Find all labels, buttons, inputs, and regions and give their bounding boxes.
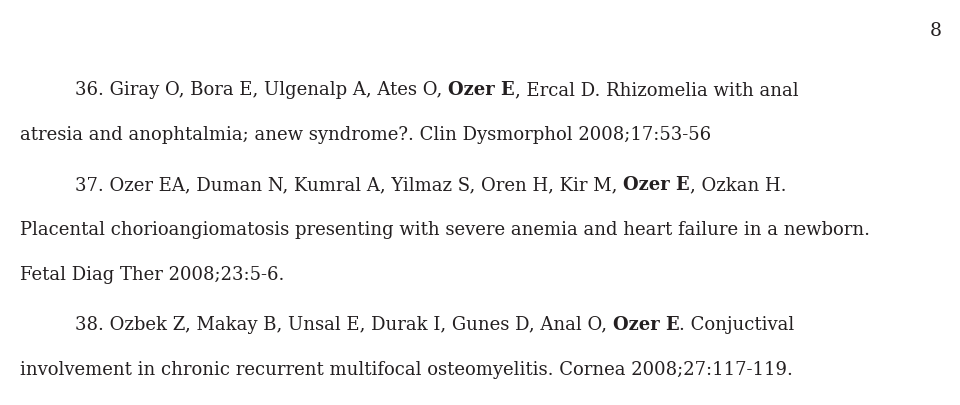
Text: 38. Ozbek Z, Makay B, Unsal E, Durak I, Gunes D, Anal O,: 38. Ozbek Z, Makay B, Unsal E, Durak I, … — [75, 316, 612, 334]
Text: Ozer E: Ozer E — [448, 81, 515, 99]
Text: . Conjuctival: . Conjuctival — [680, 316, 795, 334]
Text: 8: 8 — [930, 22, 942, 40]
Text: 37. Ozer EA, Duman N, Kumral A, Yilmaz S, Oren H, Kir M,: 37. Ozer EA, Duman N, Kumral A, Yilmaz S… — [75, 176, 623, 194]
Text: Placental chorioangiomatosis presenting with severe anemia and heart failure in : Placental chorioangiomatosis presenting … — [20, 221, 870, 239]
Text: Ozer E: Ozer E — [623, 176, 689, 194]
Text: , Ercal D. Rhizomelia with anal: , Ercal D. Rhizomelia with anal — [515, 81, 799, 99]
Text: involvement in chronic recurrent multifocal osteomyelitis. Cornea 2008;27:117-11: involvement in chronic recurrent multifo… — [20, 361, 793, 379]
Text: Fetal Diag Ther 2008;23:5-6.: Fetal Diag Ther 2008;23:5-6. — [20, 266, 284, 284]
Text: atresia and anophtalmia; anew syndrome?. Clin Dysmorphol 2008;17:53-56: atresia and anophtalmia; anew syndrome?.… — [20, 126, 711, 144]
Text: Ozer E: Ozer E — [612, 316, 680, 334]
Text: , Ozkan H.: , Ozkan H. — [689, 176, 786, 194]
Text: 36. Giray O, Bora E, Ulgenalp A, Ates O,: 36. Giray O, Bora E, Ulgenalp A, Ates O, — [75, 81, 448, 99]
